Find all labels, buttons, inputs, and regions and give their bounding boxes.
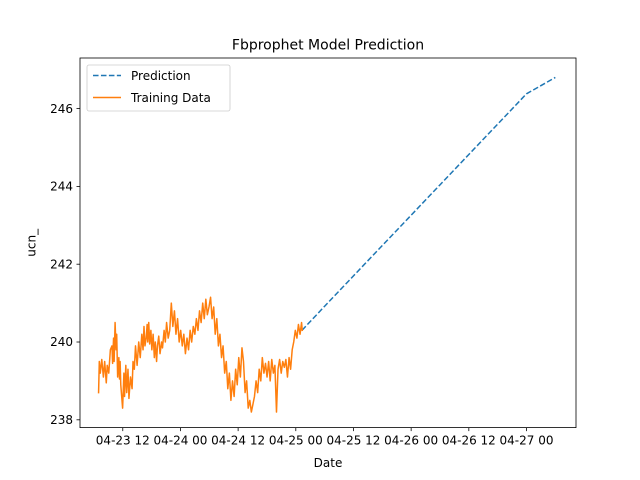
x-axis: 04-23 12 04-24 00 04-24 12 04-25 00 04-25 12… <box>96 427 554 448</box>
series-line-0 <box>301 76 556 331</box>
plot-background <box>80 58 576 428</box>
y-tick-label-0: 238 <box>50 413 73 427</box>
x-tick-label-4: 04-25 12 <box>326 434 380 448</box>
x-tick-label-1: 04-24 00 <box>153 434 207 448</box>
x-tick-label-2: 04-24 12 <box>211 434 265 448</box>
series-line-1 <box>97 296 304 413</box>
y-tick-label-1: 240 <box>50 335 73 349</box>
x-tick-label-7: 04-27 00 <box>500 434 554 448</box>
plot-frame <box>79 57 577 429</box>
x-tick-label-6: 04-26 12 <box>442 434 496 448</box>
x-tick-label-5: 04-26 00 <box>384 434 438 448</box>
x-axis-title: Date <box>314 456 343 470</box>
y-tick-label-2: 242 <box>50 257 73 271</box>
legend-label-1: Training Data <box>130 91 211 105</box>
y-tick-label-4: 246 <box>50 102 73 116</box>
x-tick-label-0: 04-23 12 <box>96 434 150 448</box>
y-tick-label-3: 244 <box>50 180 73 194</box>
chart-title: Fbprophet Model Prediction <box>232 38 424 54</box>
legend-box <box>86 64 231 112</box>
y-axis-title: ucn_ <box>25 228 39 257</box>
x-tick-label-3: 04-25 00 <box>269 434 323 448</box>
plot-area <box>79 57 577 429</box>
legend-label-0: Prediction <box>131 69 191 83</box>
y-axis: 238 240 242 244 246 <box>50 102 80 427</box>
series-layer <box>97 76 556 413</box>
legend: Prediction Training Data <box>86 64 231 112</box>
